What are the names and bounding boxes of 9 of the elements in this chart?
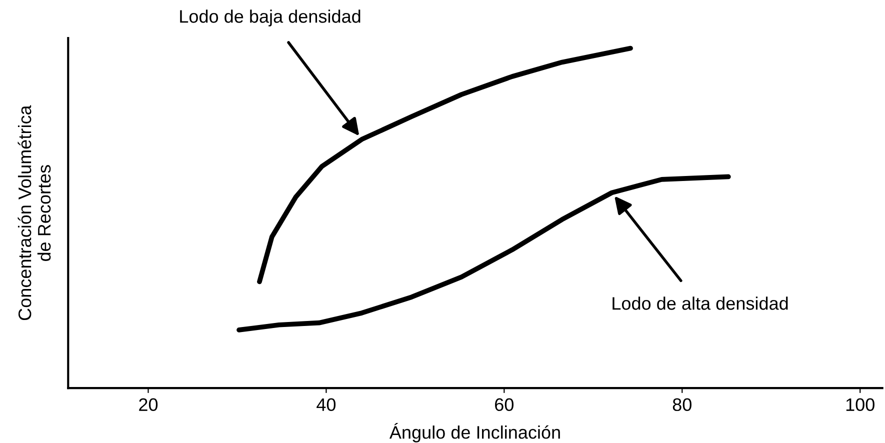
x-tick-label: 60 xyxy=(495,398,514,412)
y-axis-title: Concentración Volumétrica de Recortes xyxy=(18,105,51,320)
x-tick-label: 40 xyxy=(316,398,336,412)
x-tick-label: 100 xyxy=(846,398,874,412)
annotation: Lodo de alta densidad xyxy=(612,296,788,310)
annotation: Lodo de baja densidad xyxy=(180,10,360,26)
x-axis-title: Ángulo de Inclinación xyxy=(389,422,560,442)
x-tick-label: 20 xyxy=(139,398,158,412)
x-tick-label: 80 xyxy=(672,398,692,412)
